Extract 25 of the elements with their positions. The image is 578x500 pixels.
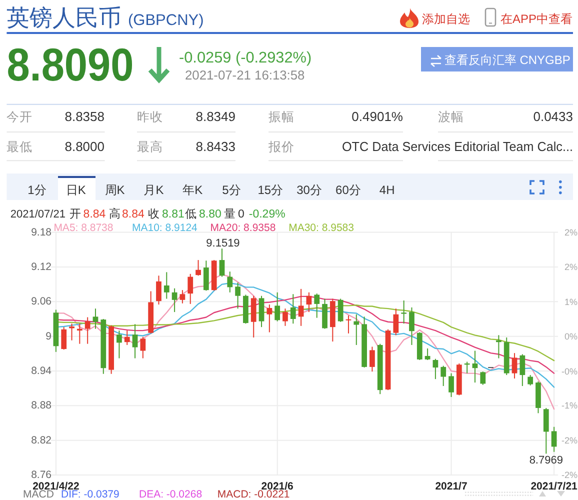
text: 8.84 — [83, 208, 106, 220]
text: 收 — [148, 208, 160, 220]
subtitle: (GBPCNY) — [128, 12, 204, 29]
link: 在APP中查看 — [500, 12, 573, 26]
text: 8.80 — [199, 208, 222, 220]
text: 8.81 — [162, 208, 184, 220]
change: -0.0259 (-0.2932%) — [179, 50, 312, 66]
price: 8.8090 — [6, 38, 148, 90]
text: 0 — [238, 208, 244, 220]
text: -0.29% — [248, 208, 286, 220]
text: MACD: -0.0221 — [217, 488, 290, 500]
text: 高 — [109, 206, 121, 220]
text: 低 — [185, 208, 197, 220]
text: DEA: -0.0268 — [139, 488, 202, 500]
text: 2021/07/21 — [10, 208, 66, 220]
text: 8.84 — [122, 208, 145, 220]
title: 英镑人民币 — [6, 4, 122, 30]
annotation: 9.1519 — [206, 238, 240, 250]
text: DIF: -0.0379 — [61, 488, 120, 500]
text: 开 — [70, 208, 82, 220]
text: 量 — [224, 208, 236, 220]
link: 添加自选 — [422, 12, 470, 26]
timestamp: 2021-07-21 16:13:58 — [185, 68, 305, 82]
text: MACD — [23, 488, 54, 500]
annotation: 8.7969 — [529, 454, 563, 467]
